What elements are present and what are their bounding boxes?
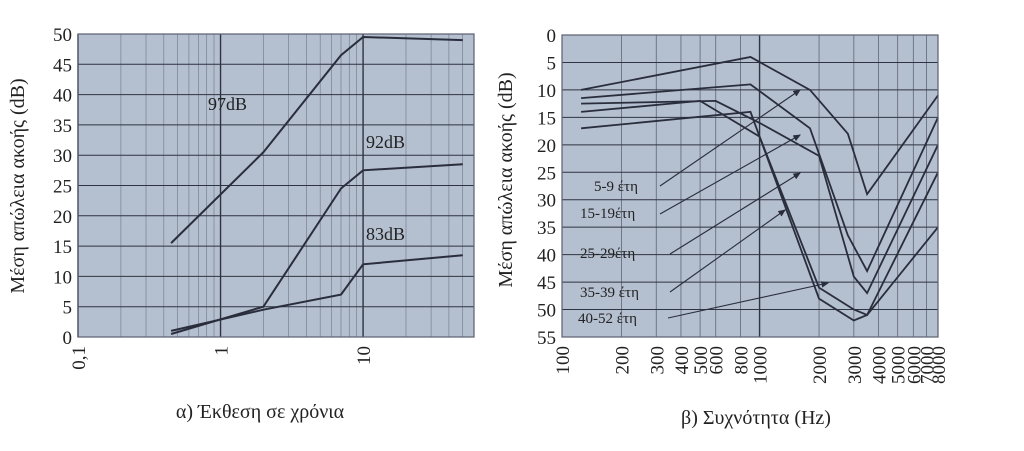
chart-a-y-tick-label: 10 xyxy=(53,267,72,288)
chart-b-x-tick-label: 4000 xyxy=(870,346,891,384)
chart-a-y-tick-label: 15 xyxy=(53,237,72,258)
series-line-83db xyxy=(170,254,463,332)
chart-b-y-tick-label: 30 xyxy=(537,191,556,212)
chart-b-y-tick-labels: 0 5 10 15 20 25 30 35 40 45 50 55 xyxy=(537,26,556,349)
chart-b-y-tick-label: 25 xyxy=(537,163,556,184)
chart-b-y-tick-label: 50 xyxy=(537,301,556,322)
chart-a-x-tick-label: 1 xyxy=(212,346,233,356)
label-arrow xyxy=(659,134,801,215)
label-arrow xyxy=(669,172,801,255)
chart-a-y-tick-label: 35 xyxy=(53,116,72,137)
chart-b-x-tick-label: 3000 xyxy=(845,346,866,384)
chart-a-frame xyxy=(77,33,475,338)
chart-a-y-tick-label: 50 xyxy=(53,25,72,46)
series-label-35-39: 35-39 έτη xyxy=(580,285,639,301)
series-line-5-9-τη xyxy=(580,56,939,197)
chart-b-y-tick-label: 35 xyxy=(537,218,556,239)
chart-b-y-tick-label: 15 xyxy=(537,108,556,129)
chart-a-grid xyxy=(77,33,474,338)
chart-a-y-tick-label: 20 xyxy=(53,207,72,228)
chart-b-y-tick-label: 45 xyxy=(537,273,556,294)
chart-a-y-tick-label: 40 xyxy=(53,86,72,107)
chart-a-y-tick-label: 0 xyxy=(63,328,73,349)
chart-a-caption: α) Έκθεση σε χρόνια xyxy=(176,401,345,423)
chart-b-x-tick-label: 200 xyxy=(612,346,633,375)
chart-a: 0 5 10 15 20 25 30 35 40 45 50 0,1 1 10 Μέση απώλεια… xyxy=(7,25,475,423)
label-arrow xyxy=(659,89,801,187)
chart-b-x-tick-label: 1000 xyxy=(751,346,772,384)
chart-b-x-tick-label: 500 xyxy=(691,346,712,375)
chart-b-x-tick-label: 600 xyxy=(707,346,728,375)
chart-b-x-tick-label: 100 xyxy=(553,346,574,375)
series-line-40-52-τη xyxy=(581,110,939,322)
series-label-92db: 92dB xyxy=(366,132,405,152)
chart-a-y-tick-labels: 0 5 10 15 20 25 30 35 40 45 50 xyxy=(53,25,72,349)
chart-a-lines xyxy=(170,35,463,335)
chart-a-x-tick-label: 10 xyxy=(354,346,375,365)
chart-b-x-tick-label: 800 xyxy=(731,346,752,375)
chart-b-x-tick-label: 400 xyxy=(672,346,693,375)
chart-a-y-tick-label: 45 xyxy=(53,55,72,76)
series-label-83db: 83dB xyxy=(366,224,405,244)
chart-a-y-tick-label: 25 xyxy=(53,177,72,198)
chart-b-lines xyxy=(580,56,939,322)
chart-b-y-tick-label: 55 xyxy=(537,328,556,349)
series-label-15-19: 15-19έτη xyxy=(580,206,635,222)
chart-a-x-tick-label: 0,1 xyxy=(69,346,90,370)
chart-b-y-tick-label: 0 xyxy=(547,26,557,47)
chart-a-x-tick-labels: 0,1 1 10 xyxy=(69,346,375,370)
chart-b-x-tick-label: 6000 xyxy=(904,346,925,384)
series-line-25-29-τη xyxy=(581,99,939,295)
series-label-5-9: 5-9 έτη xyxy=(594,179,638,195)
chart-b-x-tick-label: 7000 xyxy=(918,346,939,384)
label-arrow xyxy=(667,281,830,319)
series-label-40-52: 40-52 έτη xyxy=(578,311,637,327)
chart-b-y-tick-label: 5 xyxy=(547,53,557,74)
chart-a-y-tick-label: 5 xyxy=(63,298,73,319)
chart-b-y-axis-label: Μέση απώλεια ακοής (dB) xyxy=(495,72,517,287)
chart-b-x-tick-label: 2000 xyxy=(810,346,831,384)
series-label-97db: 97dB xyxy=(208,94,247,114)
label-arrow xyxy=(669,209,786,293)
series-label-25-29: 25-29έτη xyxy=(580,246,635,262)
chart-b-x-tick-label: 5000 xyxy=(889,346,910,384)
series-line-97db xyxy=(170,35,463,244)
chart-b-x-tick-label: 300 xyxy=(647,346,668,375)
chart-b-y-tick-label: 20 xyxy=(537,136,556,157)
chart-b-caption: β) Συχνότητα (Hz) xyxy=(681,407,831,429)
chart-b-y-tick-label: 10 xyxy=(537,81,556,102)
chart-b-y-tick-label: 40 xyxy=(537,246,556,267)
chart-a-y-axis-label: Μέση απώλεια ακοής (dB) xyxy=(7,78,29,293)
chart-b-frame xyxy=(561,34,939,338)
chart-b-arrows xyxy=(659,89,830,319)
chart-b-x-tick-label: 8000 xyxy=(929,346,950,384)
series-line-15-19-τη xyxy=(581,83,939,274)
chart-a-y-tick-label: 30 xyxy=(53,146,72,167)
